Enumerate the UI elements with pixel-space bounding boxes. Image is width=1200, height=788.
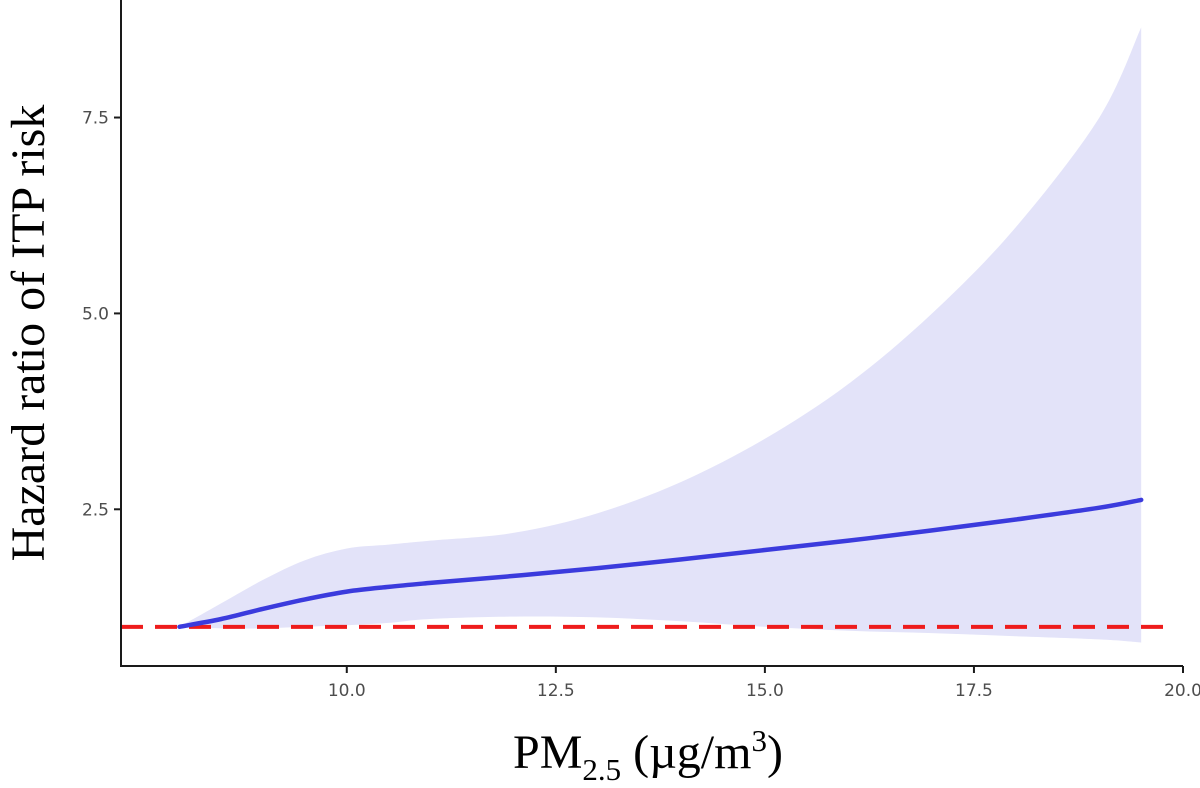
x-tick-label: 12.5 — [537, 681, 575, 701]
x-tick-label: 20.0 — [1164, 681, 1200, 701]
plot-area — [121, 27, 1165, 643]
hazard-ratio-line — [177, 497, 1144, 630]
y-tick-label: 2.5 — [82, 500, 109, 520]
x-axis-title-unit-close: ) — [767, 726, 783, 779]
x-tick-label: 15.0 — [746, 681, 784, 701]
x-axis-title: PM2.5 (µg/m3) — [513, 723, 783, 787]
x-axis-title-unit-open: (µg/m — [621, 726, 751, 779]
confidence-band — [179, 27, 1142, 643]
x-axis-title-main: PM — [513, 726, 582, 779]
x-axis-title-subscript: 2.5 — [582, 752, 621, 787]
x-tick-label: 10.0 — [328, 681, 366, 701]
y-ticks: 2.5 5.0 7.5 — [82, 109, 121, 520]
y-tick-label: 7.5 — [82, 109, 109, 129]
y-tick-label: 5.0 — [82, 304, 109, 324]
y-axis-title: Hazard ratio of ITP risk — [2, 105, 55, 562]
axes — [120, 0, 1183, 667]
x-axis-title-superscript: 3 — [751, 723, 767, 758]
x-tick-label: 17.5 — [955, 681, 993, 701]
x-ticks: 10.0 12.5 15.0 17.5 20.0 — [328, 666, 1200, 701]
